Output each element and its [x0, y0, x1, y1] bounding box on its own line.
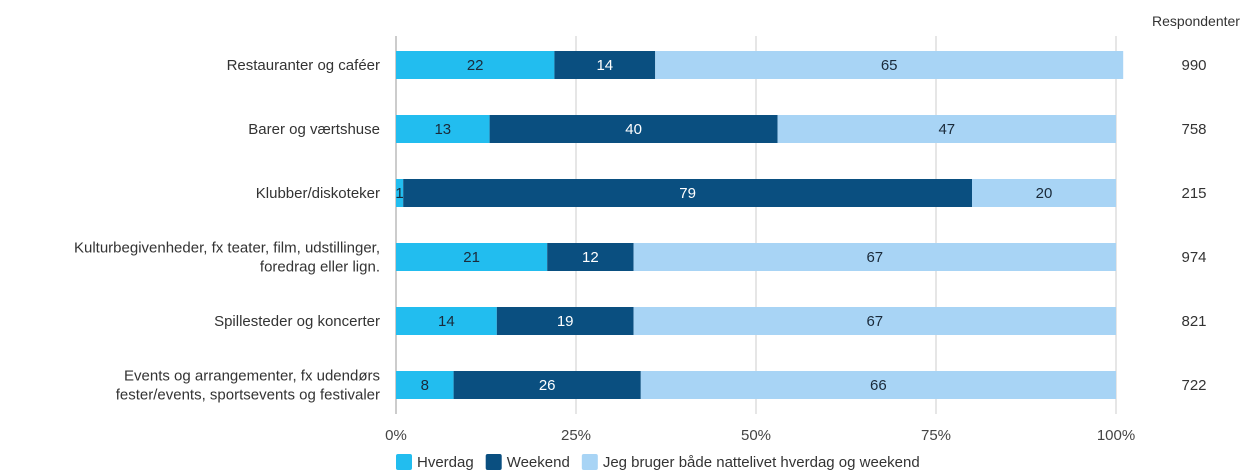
legend-label: Hverdag — [417, 454, 474, 471]
category-label: fester/events, sportsevents og festivale… — [116, 387, 380, 404]
respondent-count: 722 — [1181, 377, 1206, 394]
bar-segment — [396, 115, 490, 143]
respondent-count: 215 — [1181, 185, 1206, 202]
x-tick-label: 50% — [741, 427, 771, 444]
x-tick-label: 25% — [561, 427, 591, 444]
bar-segment — [633, 243, 1116, 271]
bar-segment — [396, 371, 454, 399]
bar-segment — [640, 371, 1116, 399]
respondent-count: 990 — [1181, 57, 1206, 74]
data-label: 67 — [866, 313, 883, 330]
bar-segment — [972, 179, 1116, 207]
bars: 22 14 65 13 40 47 1 79 20 21 12 67 14 19 67 8 26 66 — [395, 51, 1124, 399]
data-label: 1 — [395, 185, 403, 202]
respondent-count: 974 — [1181, 249, 1206, 266]
data-label: 12 — [582, 249, 599, 266]
data-label: 67 — [866, 249, 883, 266]
bar-segment — [396, 51, 555, 79]
data-label: 65 — [881, 57, 898, 74]
x-tick-label: 0% — [385, 427, 407, 444]
respondent-count: 758 — [1181, 121, 1206, 138]
gridlines — [395, 36, 1117, 414]
data-label: 19 — [557, 313, 574, 330]
bar-segment — [403, 179, 972, 207]
bar-segment — [633, 307, 1116, 335]
data-label: 66 — [870, 377, 887, 394]
respondents-header: Respondenter — [1152, 13, 1240, 29]
data-label: 47 — [938, 121, 955, 138]
bar-segment — [655, 51, 1124, 79]
category-label: Events og arrangementer, fx udendørs — [124, 368, 380, 385]
respondents-column: Respondenter 990 758 215 974 821 722 — [1152, 13, 1240, 394]
category-label: Kulturbegivenheder, fx teater, film, uds… — [74, 240, 380, 257]
data-label: 20 — [1036, 185, 1053, 202]
data-label: 21 — [463, 249, 480, 266]
bar-segment — [396, 243, 548, 271]
legend-label: Weekend — [507, 454, 570, 471]
bar-segment — [554, 51, 656, 79]
bar-segment — [547, 243, 634, 271]
data-label: 8 — [421, 377, 429, 394]
legend-swatch — [396, 454, 412, 470]
x-tick-label: 100% — [1097, 427, 1135, 444]
bar-segment — [453, 371, 641, 399]
bar-segment — [396, 179, 404, 207]
bar-segment — [496, 307, 634, 335]
category-label: Barer og værtshuse — [248, 121, 380, 138]
category-label: foredrag eller lign. — [260, 259, 380, 276]
data-label: 14 — [438, 313, 455, 330]
category-label: Klubber/diskoteker — [256, 185, 380, 202]
bar-segment — [489, 115, 778, 143]
data-label: 26 — [539, 377, 556, 394]
category-label: Spillesteder og koncerter — [214, 313, 380, 330]
bar-segment — [396, 307, 497, 335]
x-tick-label: 75% — [921, 427, 951, 444]
x-axis-ticks: 0% 25% 50% 75% 100% — [385, 427, 1135, 444]
legend-swatch — [581, 454, 598, 470]
data-label: 79 — [679, 185, 696, 202]
data-label: 22 — [467, 57, 484, 74]
data-label: 40 — [625, 121, 642, 138]
legend-label: Jeg bruger både nattelivet hverdag og we… — [603, 454, 920, 471]
category-labels: Restauranter og caféer Barer og værtshuse… — [74, 57, 380, 404]
legend: Hverdag Weekend Jeg bruger både nattelivet… — [396, 454, 920, 471]
data-label: 14 — [596, 57, 613, 74]
data-label: 13 — [434, 121, 451, 138]
category-label: Restauranter og caféer — [227, 57, 380, 74]
respondent-count: 821 — [1181, 313, 1206, 330]
bar-segment — [777, 115, 1116, 143]
legend-swatch — [485, 454, 502, 470]
